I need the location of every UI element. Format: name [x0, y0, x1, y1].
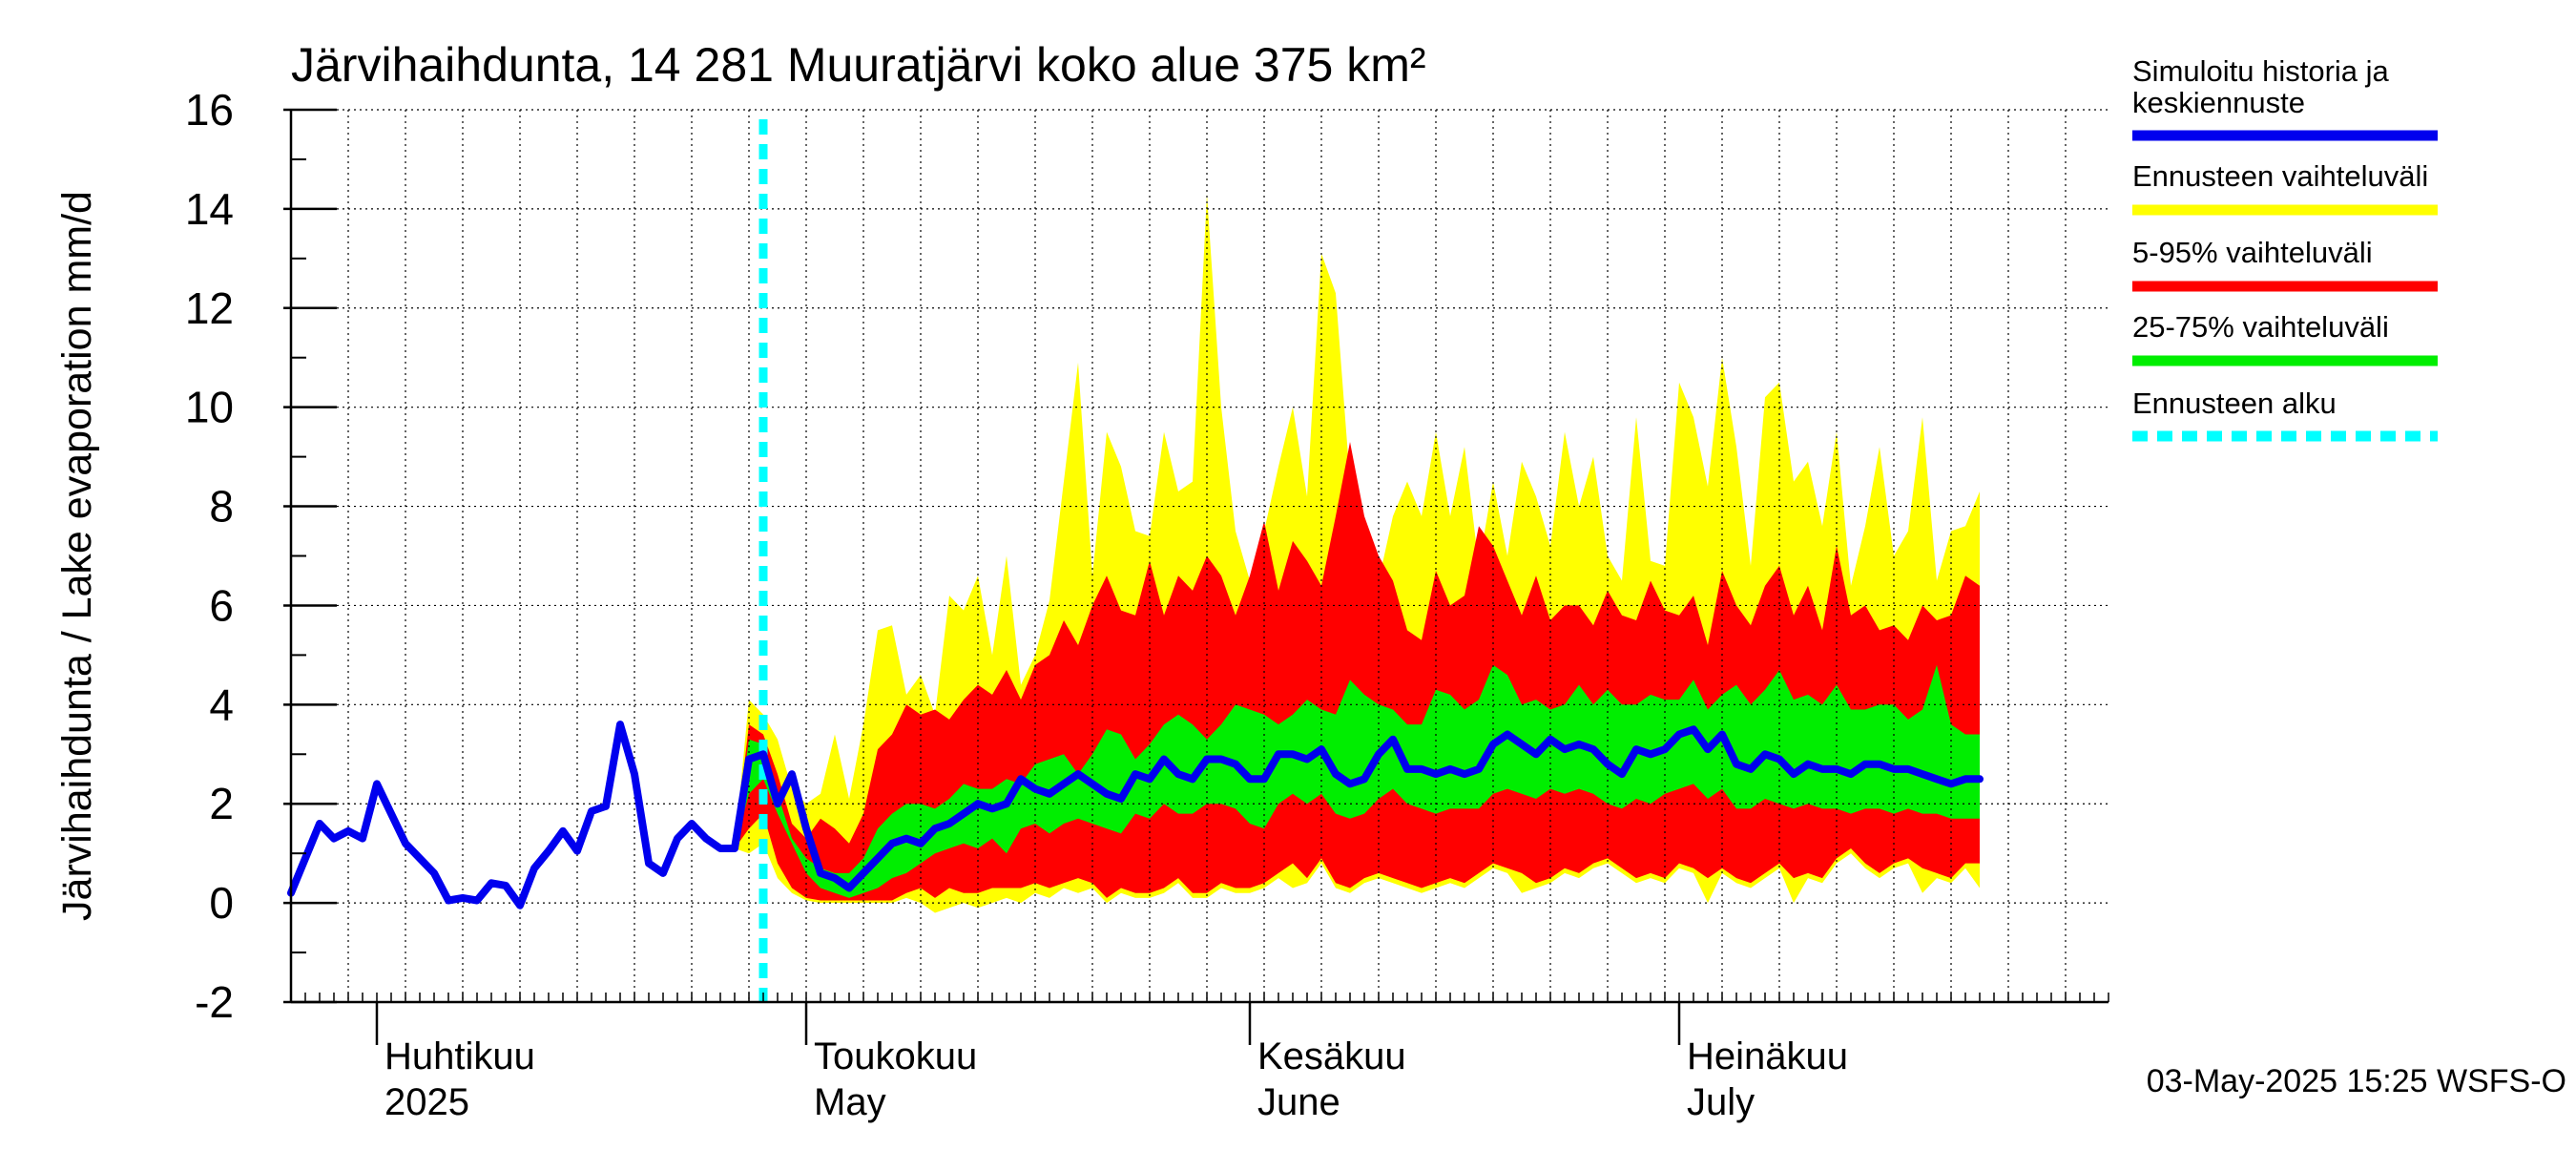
legend-label-forecast_start: Ennusteen alku [2132, 387, 2337, 420]
axes: -2 0 2 4 6 8 10 12 14 16 Järvihaihdunta / Lake eva… [54, 85, 2109, 1123]
y-tick-label: 14 [185, 184, 234, 234]
forecast-bands [735, 194, 1980, 913]
x-month-label-fi: Heinäkuu [1687, 1035, 1848, 1077]
y-tick-label: 6 [209, 580, 234, 630]
legend-label-median: Simuloitu historia ja keskiennuste [2132, 54, 2390, 119]
x-month-label-fi: Kesäkuu [1257, 1035, 1406, 1077]
x-month-label-en: 2025 [384, 1081, 469, 1123]
legend: Simuloitu historia ja keskiennuste Ennuste… [2132, 54, 2438, 442]
y-tick-label: 8 [209, 482, 234, 532]
legend-label-p5_95: 5-95% vaihteluväli [2132, 236, 2373, 269]
series-lines [287, 119, 1984, 1002]
y-tick-label: 12 [185, 283, 234, 333]
x-month-label-en: July [1687, 1081, 1755, 1123]
y-tick-label: 10 [185, 383, 234, 432]
x-month-label-en: June [1257, 1081, 1340, 1123]
y-tick-label: -2 [195, 977, 234, 1027]
legend-label-p25_75: 25-75% vaihteluväli [2132, 310, 2389, 344]
y-tick-label: 4 [209, 680, 234, 729]
legend-label-full_range: Ennusteen vaihteluväli [2132, 159, 2428, 193]
chart-title: Järvihaihdunta, 14 281 Muuratjärvi koko … [291, 38, 1426, 92]
x-month-label-fi: Huhtikuu [384, 1035, 535, 1077]
x-month-label-en: May [814, 1081, 886, 1123]
y-tick-label: 0 [209, 878, 234, 928]
timestamp-label: 03-May-2025 15:25 WSFS-O [2147, 1063, 2566, 1099]
y-tick-label: 16 [185, 85, 234, 135]
y-tick-label: 2 [209, 779, 234, 828]
x-month-label-fi: Toukokuu [814, 1035, 977, 1077]
median-line [287, 721, 1984, 910]
y-axis-label: Järvihaihdunta / Lake evaporation mm/d [54, 191, 100, 921]
